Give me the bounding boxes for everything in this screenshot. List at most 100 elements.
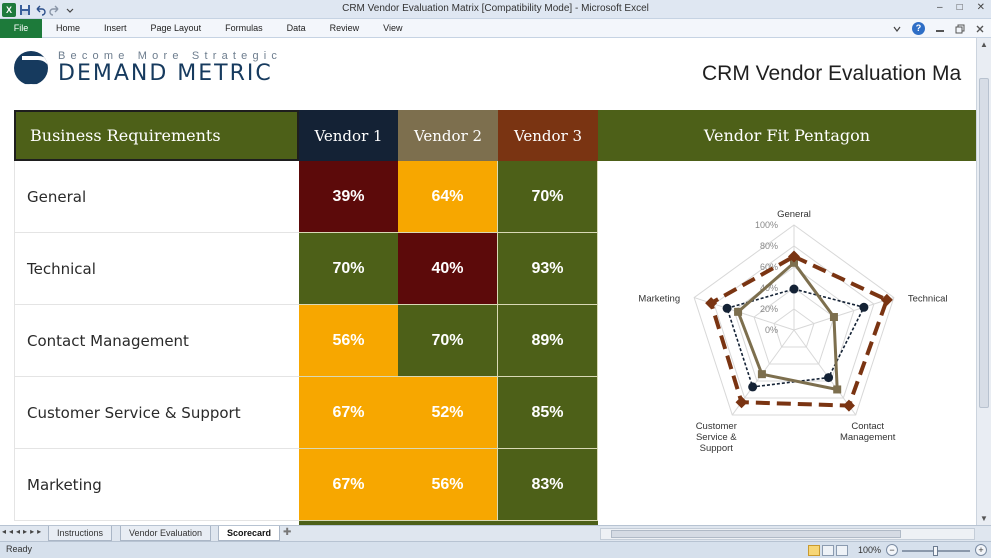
requirement-label[interactable]: Contact Management (14, 305, 299, 377)
radar-point (859, 302, 869, 312)
radar-axis-line (793, 329, 857, 416)
radar-axis-label: Contact Management (840, 421, 896, 443)
score-cell[interactable]: 70% (398, 305, 498, 377)
radar-point (757, 370, 766, 379)
minimize-button[interactable]: – (937, 2, 943, 13)
header-vendor-2[interactable]: Vendor 2 (398, 110, 498, 161)
workbook-close-icon[interactable] (975, 24, 985, 34)
tab-home[interactable]: Home (56, 23, 81, 33)
sheet-tab-vendor-evaluation[interactable]: Vendor Evaluation (120, 526, 212, 541)
redo-icon[interactable] (49, 4, 61, 16)
zoom-slider-knob[interactable] (933, 546, 938, 556)
view-buttons (808, 545, 848, 556)
scroll-down-icon[interactable]: ▼ (980, 514, 988, 523)
radar-tick-label: 20% (760, 304, 778, 314)
radar-tick-label: 60% (760, 262, 778, 272)
logo-mark-icon (14, 51, 48, 85)
zoom-level[interactable]: 100% (858, 545, 882, 555)
horizontal-scroll-thumb[interactable] (611, 530, 901, 538)
workbook-minimize-icon[interactable] (935, 24, 945, 34)
radar-tick-label: 40% (760, 283, 778, 293)
score-cell[interactable]: 52% (398, 377, 498, 449)
sheet-tab-bar: ◂◂◂▸▸▸ Instructions Vendor Evaluation Sc… (0, 525, 991, 541)
tab-page-layout[interactable]: Page Layout (150, 23, 202, 33)
score-cell[interactable]: 85% (498, 377, 598, 449)
tab-review[interactable]: Review (329, 23, 360, 33)
close-button[interactable]: ✕ (976, 2, 985, 13)
workbook-restore-icon[interactable] (955, 24, 965, 34)
header-vendor-fit-pentagon[interactable]: Vendor Fit Pentagon (598, 110, 976, 161)
score-cell[interactable]: 56% (299, 305, 399, 377)
score-cell[interactable]: 83% (498, 449, 598, 521)
normal-view-icon[interactable] (808, 545, 820, 556)
radar-grid-ring (753, 287, 835, 365)
requirement-label[interactable]: General (14, 161, 299, 233)
undo-icon[interactable] (34, 4, 46, 16)
header-vendor-3[interactable]: Vendor 3 (498, 110, 598, 161)
score-cell[interactable]: 93% (498, 233, 598, 305)
tab-insert[interactable]: Insert (104, 23, 127, 33)
radar-series-line (726, 288, 866, 388)
horizontal-scrollbar[interactable] (600, 528, 975, 540)
logo-tagline: Become More Strategic (58, 50, 283, 62)
radar-series-line (708, 254, 890, 408)
tab-data[interactable]: Data (286, 23, 306, 33)
requirement-label[interactable]: Technical (14, 233, 299, 305)
radar-point (842, 399, 855, 412)
vertical-scroll-thumb[interactable] (979, 78, 989, 408)
tab-formulas[interactable]: Formulas (225, 23, 263, 33)
file-tab[interactable]: File (0, 19, 42, 38)
maximize-button[interactable]: □ (956, 2, 963, 13)
score-cell[interactable]: 56% (398, 449, 498, 521)
sheet-nav-arrows-icon[interactable]: ◂◂◂▸▸▸ (2, 527, 45, 536)
header-business-requirements[interactable]: Business Requirements (14, 110, 299, 161)
radar-point (833, 385, 842, 394)
radar-grid-ring (693, 224, 895, 416)
score-cell[interactable]: 64% (398, 161, 498, 233)
save-icon[interactable] (19, 4, 31, 16)
window-title: CRM Vendor Evaluation Matrix [Compatibil… (342, 3, 649, 14)
status-bar: Ready 100% − + (0, 541, 991, 558)
radar-chart-svg: 0% 20% 40% 60% 80% 100%General Technical Contac… (638, 209, 948, 454)
radar-point (722, 303, 732, 313)
minimize-ribbon-icon[interactable] (892, 24, 902, 34)
page-layout-view-icon[interactable] (822, 545, 834, 556)
radar-point (880, 293, 893, 306)
help-icon[interactable]: ? (912, 22, 925, 35)
radar-axis-label: Marketing (638, 294, 680, 305)
radar-axis-label: Customer Service & Support (696, 421, 738, 454)
page-break-view-icon[interactable] (836, 545, 848, 556)
scroll-up-icon[interactable]: ▲ (980, 40, 988, 49)
score-cell[interactable]: 70% (299, 233, 399, 305)
zoom-out-icon[interactable]: − (886, 544, 898, 556)
excel-icon[interactable]: X (2, 2, 16, 17)
vendor-fit-pentagon-chart[interactable]: 0% 20% 40% 60% 80% 100% General Technical Contac… (598, 123, 976, 525)
vertical-scrollbar[interactable]: ▲ ▼ (976, 38, 991, 525)
tab-view[interactable]: View (383, 23, 403, 33)
requirement-label[interactable]: Marketing (14, 449, 299, 521)
sheet-tab-scorecard[interactable]: Scorecard (218, 526, 281, 541)
radar-point (735, 396, 748, 409)
radar-tick-label: 0% (765, 325, 778, 335)
report-title: CRM Vendor Evaluation Ma (702, 62, 962, 85)
header-vendor-1[interactable]: Vendor 1 (299, 110, 398, 161)
score-cell[interactable]: 89% (498, 305, 598, 377)
radar-axis-label: Technical (908, 294, 948, 305)
score-cell[interactable]: 39% (299, 161, 399, 233)
radar-axis-line (793, 297, 895, 331)
customize-toolbar-icon[interactable] (64, 4, 76, 16)
sheet-tab-instructions[interactable]: Instructions (48, 526, 113, 541)
zoom-in-icon[interactable]: + (975, 544, 987, 556)
radar-point (705, 297, 718, 310)
score-cell[interactable]: 67% (299, 449, 399, 521)
radar-series-line (736, 260, 839, 392)
requirement-label[interactable]: Customer Service & Support (14, 377, 299, 449)
window-controls: – □ ✕ (937, 2, 985, 13)
demand-metric-logo: Become More Strategic DEMAND METRIC (14, 50, 282, 86)
insert-sheet-icon[interactable]: ✚ (283, 527, 292, 538)
radar-point (790, 258, 798, 267)
ribbon-tabs: Home Insert Page Layout Formulas Data Re… (44, 19, 414, 38)
score-cell[interactable]: 40% (398, 233, 498, 305)
score-cell[interactable]: 70% (498, 161, 598, 233)
score-cell[interactable]: 67% (299, 377, 399, 449)
